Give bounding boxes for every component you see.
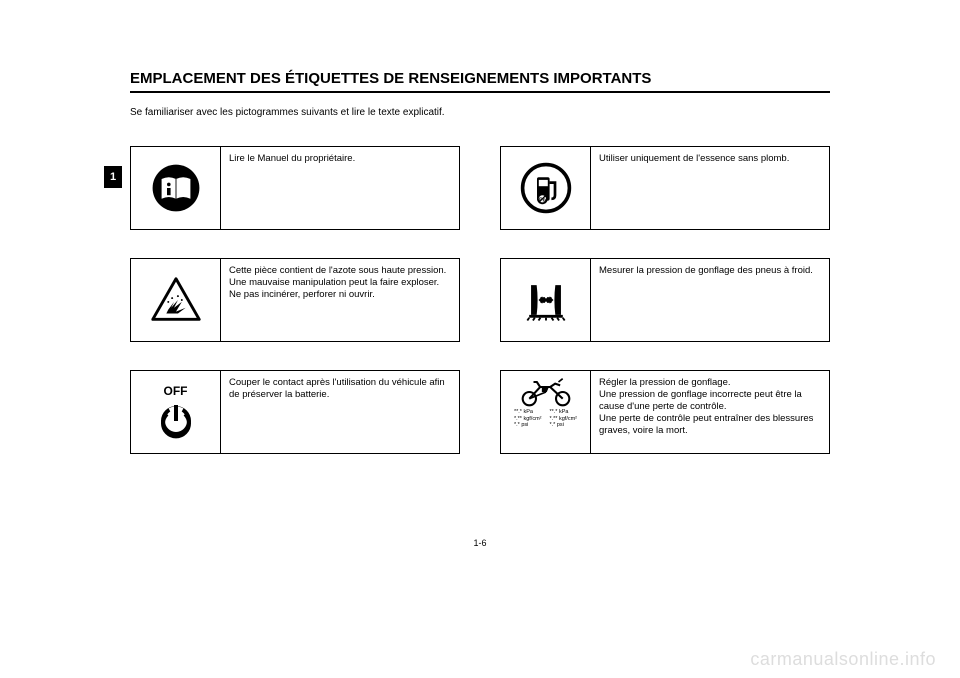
tire-pressure-icon [501,259,591,341]
pictogram-box-nitrogen: Cette pièce contient de l'azote sous hau… [130,258,460,342]
pictogram-box-off: OFF Couper le contact après l'utilisatio… [130,370,460,454]
pictogram-grid: Lire le Manuel du propriétaire. Pb Utili… [130,146,830,454]
tire-units-right: **.* kPa*.** kgf/cm²*.* psi [550,409,578,429]
pictogram-box-manual: Lire le Manuel du propriétaire. [130,146,460,230]
power-off-icon: OFF [131,371,221,453]
page-title: EMPLACEMENT DES ÉTIQUETTES DE RENSEIGNEM… [130,70,830,93]
pictogram-text-manual: Lire le Manuel du propriétaire. [221,147,459,229]
pictogram-text-fuel: Utiliser uniquement de l'essence sans pl… [591,147,829,229]
off-label: OFF [164,385,188,397]
pictogram-text-inflate: Régler la pression de gonflage.Une press… [591,371,829,453]
side-tab: 1 [104,166,122,188]
page-number: 1-6 [473,538,486,548]
pictogram-box-tire-cold: Mesurer la pression de gonflage des pneu… [500,258,830,342]
manual-icon [131,147,221,229]
pictogram-text-off: Couper le contact après l'utilisation du… [221,371,459,453]
pictogram-text-tire-cold: Mesurer la pression de gonflage des pneu… [591,259,829,341]
page-content: EMPLACEMENT DES ÉTIQUETTES DE RENSEIGNEM… [130,70,830,454]
pictogram-box-inflate: **.* kPa*.** kgf/cm²*.* psi **.* kPa*.**… [500,370,830,454]
motorcycle-icon: **.* kPa*.** kgf/cm²*.* psi **.* kPa*.**… [501,371,591,453]
tire-units: **.* kPa*.** kgf/cm²*.* psi **.* kPa*.**… [514,409,577,429]
explosion-icon [131,259,221,341]
tire-units-left: **.* kPa*.** kgf/cm²*.* psi [514,409,542,429]
pictogram-box-fuel: Pb Utiliser uniquement de l'essence sans… [500,146,830,230]
watermark: carmanualsonline.info [750,649,936,670]
pictogram-text-nitrogen: Cette pièce contient de l'azote sous hau… [221,259,459,341]
intro-text: Se familiariser avec les pictogrammes su… [130,107,830,118]
fuel-icon: Pb [501,147,591,229]
